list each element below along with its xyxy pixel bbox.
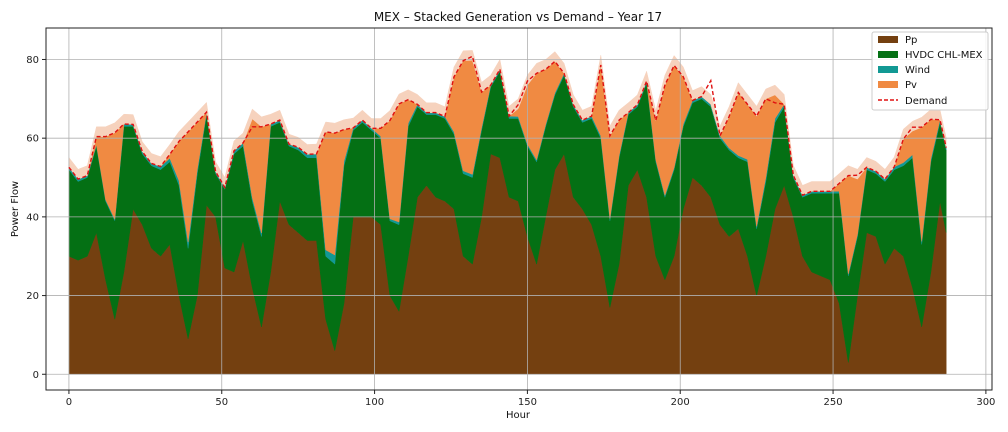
legend-swatch-pv [878,81,898,88]
y-tick-label: 60 [26,134,39,145]
y-tick-label: 0 [33,370,39,381]
x-tick-label: 100 [365,397,384,408]
x-axis-label: Hour [506,410,531,421]
y-axis-label: Power Flow [10,181,21,237]
legend-label-pp: Pp [905,35,917,46]
y-tick-label: 20 [26,291,39,302]
legend: Pp HVDC CHL-MEX Wind Pv Demand [871,31,989,111]
legend-label-wind: Wind [905,65,930,76]
x-tick-label: 150 [518,397,537,408]
legend-box [871,31,989,111]
legend-swatch-wind [878,66,898,73]
demand-line [68,55,947,197]
legend-label-hvdc: HVDC CHL-MEX [905,50,983,61]
x-tick-label: 200 [671,397,690,408]
legend-swatch-hvdc [878,51,898,58]
legend-label-demand: Demand [905,96,947,107]
axes: 0 50 100 150 200 250 300 0 20 40 60 80 [26,55,995,408]
legend-swatch-pp [878,36,898,43]
y-tick-label: 40 [26,212,39,223]
x-tick-label: 0 [66,397,72,408]
x-tick-label: 50 [215,397,228,408]
y-tick-label: 80 [26,55,39,66]
plot-area [46,28,992,390]
x-tick-label: 250 [824,397,843,408]
chart-title: MEX – Stacked Generation vs Demand – Yea… [374,10,662,24]
x-tick-label: 300 [976,397,995,408]
legend-label-pv: Pv [905,80,917,91]
plot-frame [45,27,993,391]
